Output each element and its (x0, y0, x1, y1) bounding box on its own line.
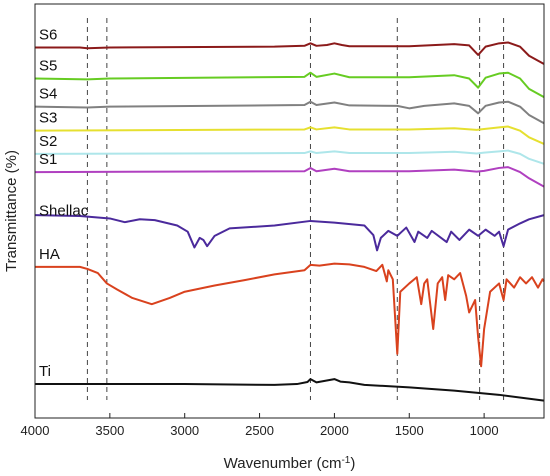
series-line-s4 (34, 100, 545, 125)
series-label-ha: HA (39, 246, 60, 263)
series-label-s3: S3 (39, 110, 57, 127)
series-label-s5: S5 (39, 58, 57, 75)
series-line-shellac (34, 214, 545, 252)
series-line-s1 (34, 166, 545, 188)
series-line-s2 (34, 149, 545, 165)
series-label-s2: S2 (39, 133, 57, 150)
series-line-s6 (35, 41, 545, 65)
series-label-s1: S1 (39, 151, 57, 168)
series-label-shellac: Shellac (39, 202, 89, 219)
series-line-ha (35, 262, 545, 368)
x-tick-label-3500: 3500 (95, 423, 124, 438)
y-axis-title: Transmittance (%) (3, 150, 20, 272)
x-axis-ticks: 4000 3500 3000 2500 2000 1500 1000 (21, 413, 499, 438)
series-label-s6: S6 (39, 27, 57, 44)
x-tick-label-3000: 3000 (170, 423, 199, 438)
x-tick-label-1000: 1000 (470, 423, 499, 438)
x-axis-title: Wavenumber (cm-1) (224, 455, 356, 473)
x-axis-title-suffix: ) (350, 455, 355, 472)
x-tick-label-4000: 4000 (21, 423, 50, 438)
x-tick-label-2500: 2500 (245, 423, 274, 438)
series-layer (34, 41, 545, 402)
series-line-ti (35, 378, 545, 402)
series-label-ti: Ti (39, 363, 51, 380)
x-axis-title-sup: -1 (341, 455, 350, 466)
plot-frame (34, 3, 545, 419)
x-tick-label-1500: 1500 (395, 423, 424, 438)
x-axis-title-main: Wavenumber (cm (224, 455, 342, 472)
series-line-s3 (34, 125, 545, 145)
reference-lines (86, 18, 505, 400)
series-label-s4: S4 (39, 86, 57, 103)
x-tick-label-2000: 2000 (320, 423, 349, 438)
series-line-s5 (34, 71, 545, 99)
